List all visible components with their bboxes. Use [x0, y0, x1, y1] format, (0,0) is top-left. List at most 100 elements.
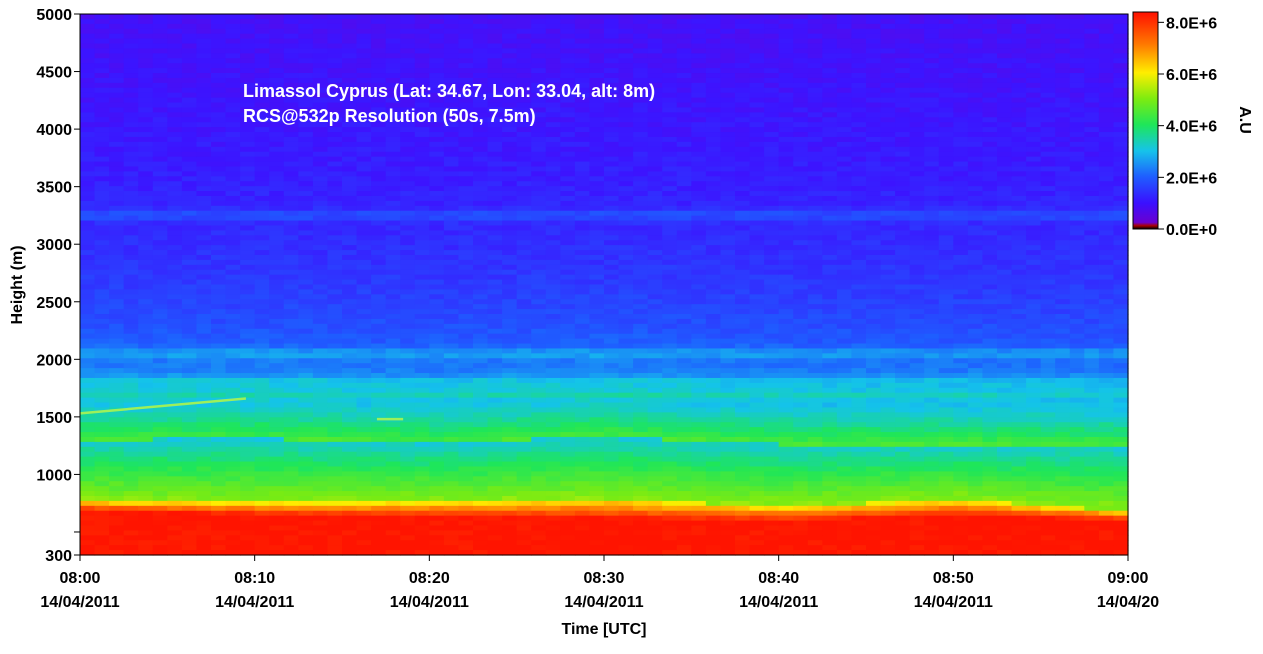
- heatmap-cell: [80, 481, 96, 487]
- heatmap-cell: [589, 451, 605, 458]
- heatmap-cell: [312, 18, 329, 25]
- heatmap-cell: [211, 181, 227, 187]
- heatmap-cell: [196, 500, 212, 507]
- heatmap-cell: [298, 171, 314, 177]
- heatmap-cell: [152, 466, 168, 472]
- heatmap-cell: [152, 28, 168, 35]
- heatmap-cell: [371, 432, 387, 438]
- heatmap-cell: [123, 48, 139, 54]
- heatmap-cell: [356, 471, 372, 477]
- heatmap-cell: [531, 333, 547, 340]
- heatmap-cell: [705, 58, 722, 64]
- heatmap-cell: [196, 338, 212, 345]
- heatmap-cell: [473, 102, 489, 109]
- heatmap-cell: [152, 314, 168, 320]
- heatmap-cell: [283, 417, 299, 423]
- heatmap-cell: [560, 259, 576, 266]
- heatmap-cell: [109, 48, 125, 54]
- heatmap-cell: [531, 77, 547, 84]
- heatmap-cell: [560, 417, 576, 423]
- heatmap-cell: [429, 186, 445, 192]
- heatmap-cell: [385, 304, 401, 310]
- heatmap-cell: [342, 466, 358, 472]
- heatmap-cell: [196, 348, 212, 354]
- heatmap-cell: [371, 259, 387, 266]
- heatmap-cell: [152, 284, 168, 291]
- heatmap-cell: [443, 486, 460, 492]
- heatmap-cell: [240, 451, 256, 458]
- heatmap-cell: [633, 112, 649, 118]
- heatmap-cell: [574, 505, 591, 512]
- heatmap-cell: [385, 289, 401, 295]
- heatmap-cell: [735, 48, 751, 54]
- heatmap-cell: [429, 215, 445, 222]
- heatmap-cell: [327, 446, 343, 453]
- heatmap-cell: [604, 151, 620, 158]
- heatmap-cell: [676, 14, 692, 20]
- heatmap-cell: [516, 195, 532, 202]
- heatmap-cell: [211, 304, 227, 310]
- heatmap-cell: [211, 33, 227, 40]
- heatmap-cell: [633, 235, 649, 241]
- heatmap-cell: [196, 240, 212, 246]
- heatmap-cell: [80, 63, 96, 69]
- heatmap-cell: [385, 43, 401, 50]
- heatmap-cell: [211, 14, 227, 20]
- heatmap-cell: [94, 402, 110, 409]
- heatmap-cell: [371, 141, 387, 148]
- heatmap-cell: [283, 269, 299, 276]
- heatmap-cell: [676, 18, 692, 25]
- heatmap-cell: [720, 491, 736, 497]
- heatmap-cell: [356, 323, 372, 330]
- heatmap-cell: [473, 417, 489, 423]
- heatmap-cell: [385, 141, 401, 148]
- heatmap-cell: [574, 53, 591, 59]
- heatmap-cell: [574, 289, 591, 295]
- heatmap-cell: [167, 466, 183, 472]
- heatmap-cell: [196, 250, 212, 256]
- heatmap-cell: [240, 500, 256, 507]
- heatmap-cell: [647, 382, 663, 389]
- heatmap-cell: [312, 520, 329, 527]
- heatmap-cell: [560, 122, 576, 128]
- heatmap-cell: [327, 215, 343, 222]
- heatmap-cell: [385, 176, 401, 182]
- heatmap-cell: [254, 146, 270, 153]
- heatmap-cell: [123, 446, 139, 453]
- heatmap-cell: [400, 436, 416, 443]
- heatmap-cell: [473, 545, 489, 551]
- heatmap-cell: [691, 304, 707, 310]
- heatmap-cell: [400, 427, 416, 433]
- heatmap-cell: [269, 58, 285, 64]
- heatmap-cell: [400, 358, 416, 364]
- heatmap-cell: [574, 348, 591, 354]
- heatmap-cell: [531, 412, 547, 418]
- heatmap-cell: [312, 358, 329, 364]
- heatmap-cell: [385, 525, 401, 532]
- heatmap-cell: [196, 279, 212, 286]
- heatmap-cell: [604, 491, 620, 497]
- heatmap-cell: [385, 161, 401, 168]
- heatmap-cell: [429, 373, 445, 379]
- heatmap-cell: [371, 264, 387, 271]
- heatmap-cell: [225, 181, 241, 187]
- heatmap-cell: [633, 500, 649, 507]
- heatmap-cell: [705, 318, 722, 325]
- heatmap-cell: [473, 122, 489, 128]
- heatmap-cell: [443, 127, 460, 133]
- heatmap-cell: [516, 259, 532, 266]
- heatmap-cell: [487, 387, 503, 394]
- heatmap-cell: [211, 530, 227, 536]
- heatmap-cell: [94, 368, 110, 374]
- heatmap-cell: [633, 294, 649, 300]
- heatmap-cell: [312, 343, 329, 350]
- heatmap-cell: [356, 412, 372, 418]
- heatmap-cell: [400, 132, 416, 138]
- heatmap-cell: [429, 338, 445, 345]
- heatmap-cell: [720, 432, 736, 438]
- heatmap-cell: [735, 14, 751, 20]
- heatmap-cell: [516, 122, 532, 128]
- heatmap-cell: [123, 127, 139, 133]
- heatmap-cell: [371, 535, 387, 541]
- heatmap-cell: [545, 254, 561, 261]
